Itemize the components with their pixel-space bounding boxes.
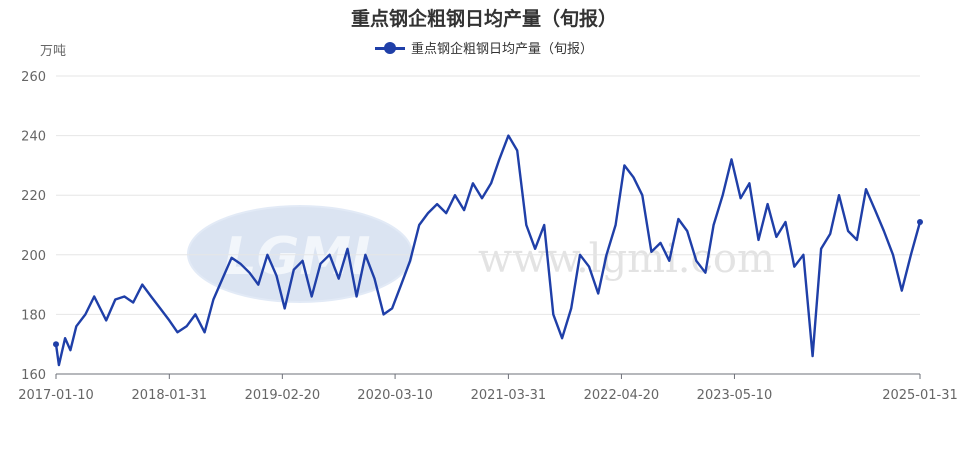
data-point-marker bbox=[917, 219, 923, 226]
y-tick-label: 180 bbox=[21, 308, 46, 323]
y-tick-label: 240 bbox=[21, 130, 46, 145]
x-tick-label: 2020-03-10 bbox=[357, 388, 433, 403]
y-tick-label: 220 bbox=[21, 189, 46, 204]
legend-label: 重点钢企粗钢日均产量（旬报） bbox=[410, 42, 593, 57]
x-tick-label: 2025-01-31 bbox=[882, 388, 958, 403]
y-tick-label: 260 bbox=[21, 70, 46, 85]
y-tick-label: 200 bbox=[21, 249, 46, 264]
y-axis-unit: 万吨 bbox=[40, 44, 67, 59]
legend[interactable]: 重点钢企粗钢日均产量（旬报） bbox=[0, 38, 968, 57]
series-line bbox=[54, 134, 922, 367]
x-tick-label: 2018-01-31 bbox=[132, 388, 208, 403]
watermark-site-text: www.lgmi.com bbox=[478, 236, 775, 282]
x-tick-label: 2017-01-10 bbox=[18, 388, 94, 403]
x-tick-label: 2023-05-10 bbox=[697, 388, 773, 403]
x-tick-label: 2019-02-20 bbox=[245, 388, 321, 403]
x-tick-label: 2021-03-31 bbox=[471, 388, 547, 403]
chart-title: 重点钢企粗钢日均产量（旬报） bbox=[350, 8, 617, 30]
y-tick-label: 160 bbox=[21, 368, 46, 383]
x-tick-label: 2022-04-20 bbox=[584, 388, 660, 403]
lgmi-watermark: LGMI www.lgmi.com bbox=[187, 205, 775, 303]
data-point-marker bbox=[53, 341, 59, 348]
legend-line-marker bbox=[374, 41, 405, 55]
